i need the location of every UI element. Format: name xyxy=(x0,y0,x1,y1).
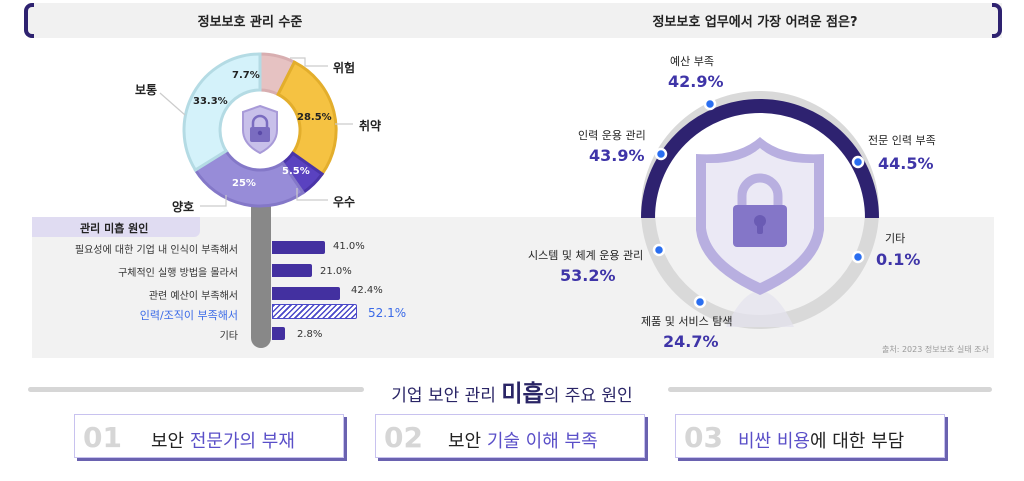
ring-pct-system: 53.2% xyxy=(560,266,616,285)
card-number: 01 xyxy=(83,421,122,454)
cause-bar-4 xyxy=(272,304,357,319)
ring-pct-expert: 44.5% xyxy=(878,154,934,173)
cause-bar-5 xyxy=(272,327,285,340)
cause-label-4: 인력/조직이 부족해서 xyxy=(139,309,238,322)
ring-pct-hr-ops: 43.9% xyxy=(589,146,645,165)
ring-chart xyxy=(641,91,879,329)
magnifier-handle xyxy=(251,198,271,348)
card-text: 비싼 비용에 대한 부담 xyxy=(738,427,904,453)
divider-right xyxy=(668,387,992,392)
donut-pct-wiheom: 7.7% xyxy=(232,70,260,81)
cause-value-3: 42.4% xyxy=(351,285,383,296)
cause-label-1: 필요성에 대한 기업 내 인식이 부족해서 xyxy=(74,245,238,256)
card-number: 03 xyxy=(684,421,723,454)
causes-tag-label: 관리 미흡 원인 xyxy=(80,222,149,235)
divider-left xyxy=(28,387,364,392)
cause-label-3: 관련 예산이 부족해서 xyxy=(148,291,238,302)
card-text: 보안 기술 이해 부족 xyxy=(448,427,598,453)
card-text-accent: 기술 이해 부족 xyxy=(486,431,598,452)
card-text-accent: 비싼 비용 xyxy=(738,431,810,452)
card-text-plain: 보안 xyxy=(448,431,487,452)
right-bracket xyxy=(992,3,1002,38)
cause-bar-3 xyxy=(272,287,340,300)
donut-label-usu: 우수 xyxy=(333,195,356,209)
cause-value-2: 21.0% xyxy=(320,266,352,277)
ring-label-system: 시스템 및 체계 운용 관리 xyxy=(528,249,644,262)
header-bar xyxy=(28,3,1002,38)
card-text-tail: 에 대한 부담 xyxy=(809,431,905,452)
cause-bar-2 xyxy=(272,264,312,277)
left-bracket xyxy=(24,3,34,38)
donut-label-chwiyak: 취약 xyxy=(359,119,382,133)
shield-lock-icon xyxy=(242,104,278,155)
section-title-post: 의 주요 원인 xyxy=(543,386,633,406)
ring-label-expert: 전문 인력 부족 xyxy=(868,134,936,147)
card-text-plain: 보안 xyxy=(151,431,190,452)
card-text-accent: 전문가의 부재 xyxy=(189,431,295,452)
donut-chart xyxy=(182,52,338,208)
shield-lock-icon xyxy=(696,137,824,295)
ring-label-etc: 기타 xyxy=(885,232,906,245)
cause-card-2: 02 보안 기술 이해 부족 xyxy=(375,414,645,458)
ring-label-budget: 예산 부족 xyxy=(670,55,714,68)
right-panel-title: 정보보호 업무에서 가장 어려운 점은? xyxy=(652,15,858,30)
section-title-pre: 기업 보안 관리 xyxy=(391,386,502,406)
card-number: 02 xyxy=(384,421,423,454)
donut-label-yangho: 양호 xyxy=(172,200,195,214)
ring-pct-product: 24.7% xyxy=(663,332,719,351)
leader-lines xyxy=(159,57,353,207)
cause-value-4: 52.1% xyxy=(368,306,407,320)
section-title: 기업 보안 관리 미흡의 주요 원인 xyxy=(0,374,1024,408)
cause-card-3: 03 비싼 비용에 대한 부담 xyxy=(675,414,945,458)
source-note: 출처: 2023 정보보호 실태 조사 xyxy=(882,345,989,354)
cause-value-1: 41.0% xyxy=(333,241,365,252)
cause-bar-1 xyxy=(272,241,325,254)
ring-label-product: 제품 및 서비스 탐색 xyxy=(641,315,733,328)
causes-tag: 관리 미흡 원인 xyxy=(32,217,200,237)
card-text: 보안 전문가의 부재 xyxy=(151,427,295,453)
donut-label-wiheom: 위험 xyxy=(333,61,356,75)
cause-card-1: 01 보안 전문가의 부재 xyxy=(74,414,344,458)
cause-value-5: 2.8% xyxy=(297,329,323,340)
cause-label-2: 구체적인 실행 방법을 몰라서 xyxy=(118,268,238,279)
donut-pct-botong: 33.3% xyxy=(193,96,228,107)
ring-label-hr-ops: 인력 운용 관리 xyxy=(578,129,646,142)
donut-pct-chwiyak: 28.5% xyxy=(297,112,332,123)
donut-pct-usu: 5.5% xyxy=(282,166,310,177)
section-title-emphasis: 미흡 xyxy=(501,381,544,407)
donut-pct-yangho: 25% xyxy=(232,178,256,189)
ring-pct-budget: 42.9% xyxy=(668,72,724,91)
donut-label-botong: 보통 xyxy=(135,83,158,97)
ring-pct-etc: 0.1% xyxy=(876,250,921,269)
cause-label-5: 기타 xyxy=(219,331,238,342)
left-panel-title: 정보보호 관리 수준 xyxy=(197,15,303,30)
